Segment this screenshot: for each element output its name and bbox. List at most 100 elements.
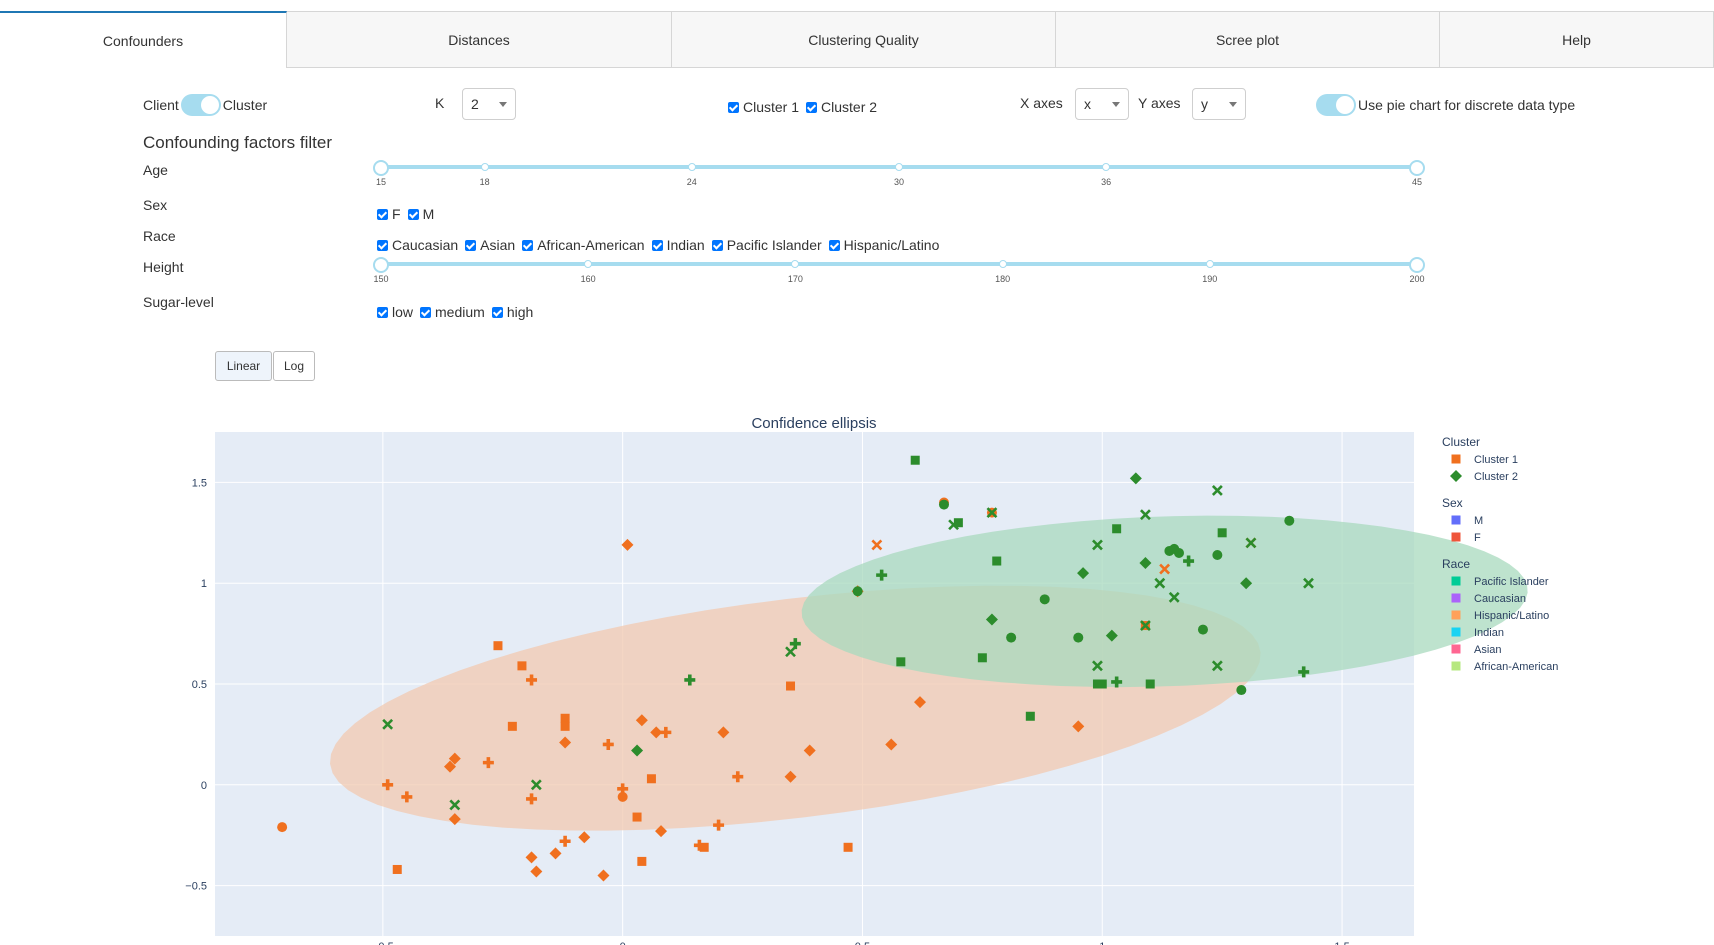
x-axes-value: x	[1084, 96, 1091, 112]
checkbox-icon	[420, 306, 432, 318]
client-cluster-switch: Client Cluster	[143, 94, 267, 116]
cluster2-point	[1006, 632, 1017, 643]
legend-item-label[interactable]: Hispanic/Latino	[1474, 610, 1549, 622]
cluster2-point	[1154, 577, 1166, 589]
age-tick: 30	[893, 177, 905, 187]
race-option-indian[interactable]: Indian	[651, 237, 705, 253]
legend-item-label[interactable]: African-American	[1474, 661, 1558, 673]
slider-mark	[791, 260, 800, 268]
tab-distances[interactable]: Distances	[287, 11, 672, 68]
cluster2-point	[1025, 711, 1035, 721]
sugar-option-high[interactable]: high	[491, 304, 534, 320]
cluster1-point	[1159, 563, 1171, 575]
cluster2-check-label: Cluster 2	[821, 99, 878, 115]
cluster1-point	[717, 726, 730, 739]
legend-item-label[interactable]: Cluster 1	[1474, 454, 1518, 466]
cluster1-point	[602, 738, 614, 750]
y-tick-label: 1	[201, 578, 207, 590]
cluster1-point	[646, 774, 656, 784]
legend-item-label[interactable]: Indian	[1474, 627, 1504, 639]
cluster1-point	[617, 783, 629, 795]
cluster2-point	[1197, 624, 1208, 635]
cluster2-point	[1139, 557, 1152, 570]
height-max-handle[interactable]	[1409, 257, 1425, 273]
client-cluster-toggle[interactable]	[180, 94, 221, 116]
slider-mark	[998, 260, 1007, 268]
age-tick: 15	[375, 177, 387, 187]
cluster1-point	[871, 539, 883, 551]
height-slider[interactable]: 150 160 170 180 190 200	[373, 257, 1425, 284]
legend-item-label[interactable]: Caucasian	[1474, 593, 1526, 605]
cluster2-point	[1169, 543, 1180, 554]
sugar-option-low[interactable]: low	[377, 304, 413, 320]
pie-chart-toggle[interactable]	[1316, 94, 1356, 116]
checkbox-icon	[377, 306, 388, 318]
k-select[interactable]: 2	[462, 88, 516, 120]
race-option-label: Caucasian	[392, 237, 459, 253]
legend-item-label[interactable]: Asian	[1474, 644, 1502, 656]
race-option-caucasian[interactable]: Caucasian	[377, 237, 458, 253]
sugar-option-label: high	[506, 304, 534, 320]
toggle-knob	[199, 95, 220, 115]
legend-item-label[interactable]: M	[1474, 515, 1483, 527]
linear-button[interactable]: Linear	[215, 351, 272, 381]
checkbox-icon	[828, 239, 840, 251]
legend-item-label[interactable]: F	[1474, 532, 1481, 544]
cluster2-point	[785, 646, 796, 658]
checkbox-icon	[377, 239, 388, 251]
race-option-hispanic-latino[interactable]: Hispanic/Latino	[828, 237, 939, 253]
cluster1-point	[885, 738, 898, 751]
race-option-label: Pacific Islander	[726, 237, 822, 253]
cluster2-point	[684, 674, 696, 686]
log-button[interactable]: Log	[273, 351, 315, 381]
cluster1-point	[448, 813, 461, 826]
race-options: Caucasian Asian African-American Indian …	[377, 237, 946, 253]
cluster2-point	[1140, 620, 1151, 631]
cluster2-point	[852, 586, 863, 597]
race-option-asian[interactable]: Asian	[465, 237, 515, 253]
legend-item-label[interactable]: Cluster 2	[1474, 471, 1518, 483]
cluster1-check[interactable]: Cluster 1	[728, 99, 799, 115]
tab-clustering-quality[interactable]: Clustering Quality	[672, 11, 1056, 68]
slider-mark	[584, 260, 593, 268]
cluster2-check[interactable]: Cluster 2	[806, 99, 877, 115]
race-option-pacific-islander[interactable]: Pacific Islander	[711, 237, 822, 253]
age-min-handle[interactable]	[373, 160, 389, 176]
race-option-african-american[interactable]: African-American	[522, 237, 645, 253]
sex-option-label: F	[392, 206, 401, 222]
tab-help[interactable]: Help	[1440, 11, 1714, 68]
tab-confounders[interactable]: Confounders	[0, 11, 287, 68]
axis-labels: −0.5 0 0.5 1 1.5 −0.5 0 0.5 1 1.5	[185, 477, 1349, 945]
sex-options: F M	[377, 206, 441, 222]
age-tick: 24	[686, 177, 697, 187]
x-axes-select[interactable]: x	[1075, 88, 1129, 120]
cluster2-point	[1073, 632, 1084, 643]
age-tick: 18	[479, 177, 490, 187]
checkbox-icon	[407, 208, 419, 220]
cluster2-point	[631, 744, 644, 757]
age-max-handle[interactable]	[1409, 160, 1425, 176]
checkbox-icon	[377, 208, 388, 220]
cluster2-point	[1140, 509, 1151, 521]
cluster1-point	[392, 864, 402, 874]
checkbox-icon	[522, 239, 534, 251]
height-tick: 190	[1202, 274, 1218, 284]
sex-label: Sex	[143, 197, 168, 213]
sex-option-f[interactable]: F	[377, 206, 401, 222]
cluster2-point	[1298, 666, 1310, 678]
k-label: K	[435, 95, 445, 111]
y-axes-select[interactable]: y	[1192, 88, 1246, 120]
age-slider[interactable]: 15 18 24 30 36 45	[373, 160, 1425, 187]
legend-item-label[interactable]: Pacific Islander	[1474, 576, 1549, 588]
cluster1-point	[559, 736, 572, 749]
cluster1-point	[559, 835, 571, 847]
tab-scree-plot[interactable]: Scree plot	[1056, 11, 1440, 68]
sex-option-m[interactable]: M	[407, 206, 434, 222]
sugar-option-medium[interactable]: medium	[420, 304, 485, 320]
y-tick-label: 1.5	[192, 477, 207, 489]
cluster1-point	[713, 819, 725, 831]
height-min-handle[interactable]	[373, 257, 389, 273]
age-tick: 36	[1101, 177, 1112, 187]
legend-swatch	[1451, 627, 1461, 637]
cluster2-point	[1211, 660, 1223, 672]
